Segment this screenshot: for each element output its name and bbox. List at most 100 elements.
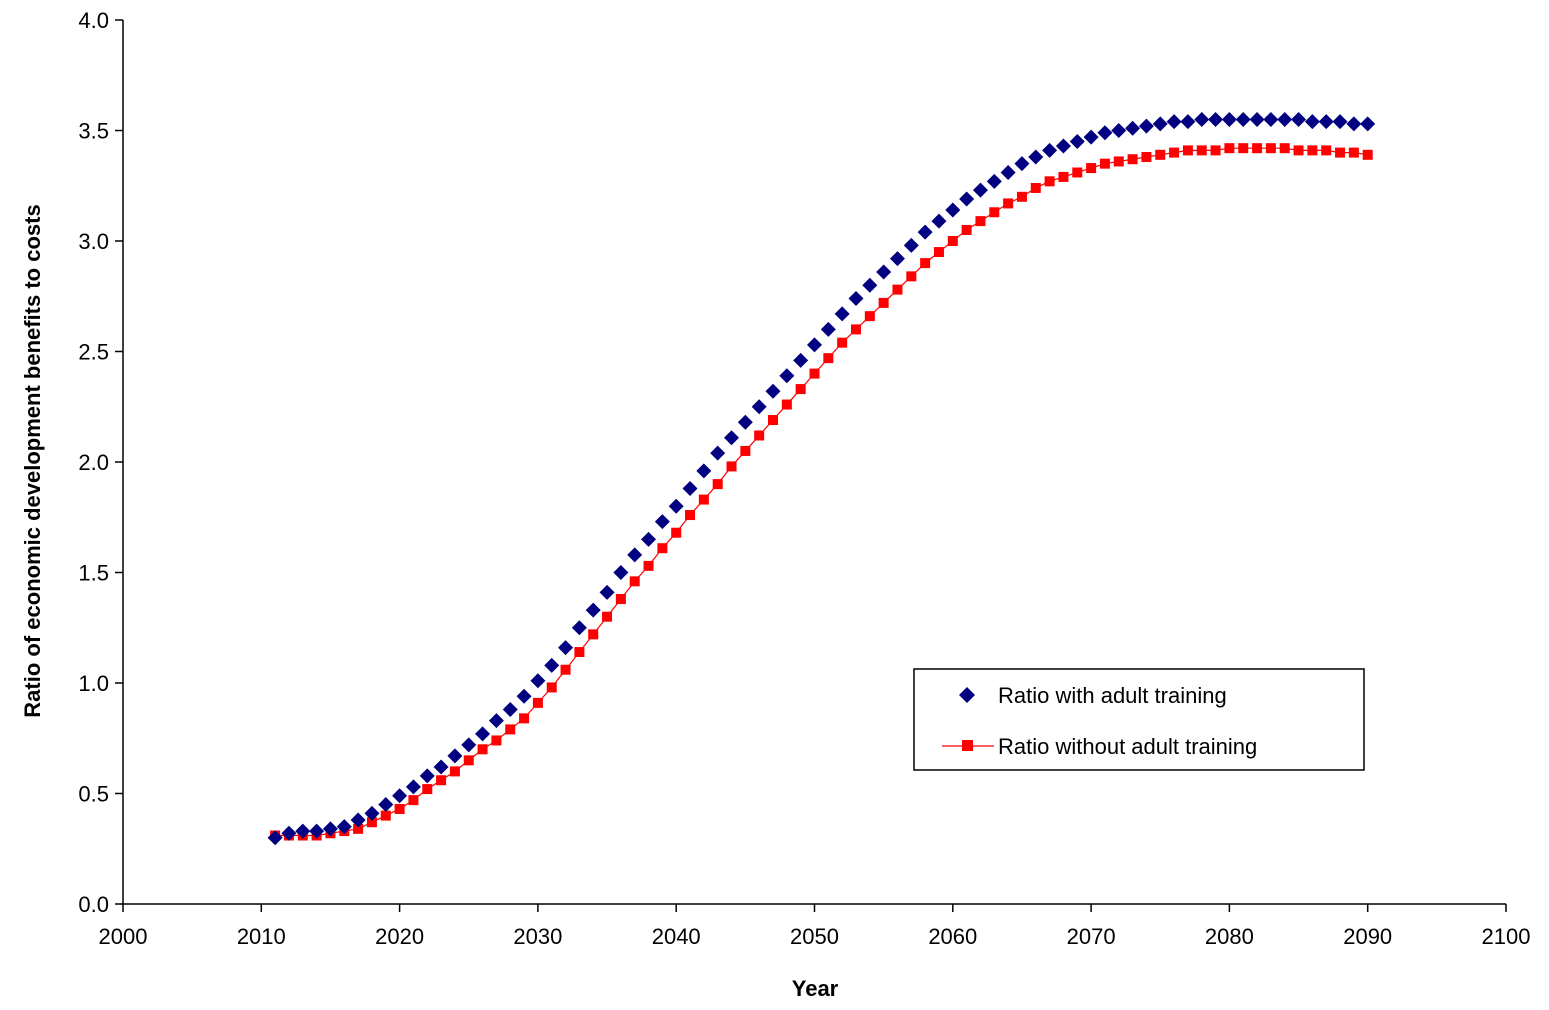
data-point	[864, 311, 875, 322]
data-point	[1042, 142, 1058, 158]
data-point	[1293, 145, 1304, 156]
data-point	[933, 247, 944, 258]
data-point	[1141, 152, 1152, 163]
y-tick-label: 0.0	[78, 892, 109, 917]
data-point	[1291, 111, 1307, 127]
data-point	[1155, 149, 1166, 160]
data-point	[588, 629, 599, 640]
data-point	[1014, 156, 1030, 172]
data-point	[502, 702, 518, 718]
data-point	[1072, 167, 1083, 178]
data-point	[947, 236, 958, 246]
legend-box	[913, 668, 1365, 771]
data-point	[546, 682, 557, 693]
x-tick-label: 2010	[237, 924, 286, 949]
data-point	[876, 264, 892, 280]
data-point	[1166, 114, 1182, 130]
y-tick-label: 2.5	[78, 340, 109, 365]
data-point	[1111, 123, 1127, 138]
data-point	[807, 337, 822, 353]
data-point	[1016, 191, 1027, 202]
y-tick-label: 0.5	[78, 782, 109, 807]
axes: 2000 2010 2020 2030 2040 2050 2060 2070 2080 2090…	[78, 8, 1530, 949]
data-point	[1194, 111, 1210, 127]
data-point	[726, 461, 737, 472]
data-point	[892, 284, 903, 295]
data-point	[309, 823, 325, 839]
data-point	[1000, 164, 1016, 180]
data-point	[408, 795, 419, 806]
data-point	[975, 216, 986, 227]
data-point	[475, 726, 491, 742]
data-point	[1307, 145, 1318, 156]
data-point	[1044, 176, 1055, 187]
data-point	[1235, 111, 1251, 127]
data-point	[1318, 114, 1334, 130]
data-point	[793, 352, 809, 368]
data-point	[394, 803, 405, 814]
data-point	[1180, 114, 1196, 130]
data-point	[602, 611, 613, 622]
data-point	[1321, 145, 1332, 156]
data-point	[1099, 158, 1110, 169]
data-point	[809, 368, 820, 379]
data-point	[1138, 118, 1154, 134]
data-point	[613, 565, 629, 580]
data-point	[615, 594, 626, 605]
data-point	[1221, 111, 1237, 127]
data-point	[516, 688, 532, 704]
legend-marker-diamond	[959, 687, 975, 703]
series-layer	[267, 111, 1376, 846]
x-tick-label: 2070	[1067, 924, 1116, 949]
data-point	[751, 399, 767, 415]
data-point	[668, 498, 684, 514]
data-point	[961, 224, 972, 235]
data-point	[1113, 156, 1124, 167]
data-point	[1346, 116, 1362, 132]
x-tick-label: 2080	[1205, 924, 1254, 949]
data-point	[1210, 145, 1221, 156]
x-tick-label: 2020	[375, 924, 424, 949]
data-point	[1069, 134, 1085, 150]
data-point	[671, 527, 682, 538]
data-point	[696, 463, 712, 479]
data-point	[1362, 149, 1373, 160]
data-point	[1265, 143, 1276, 154]
data-point	[931, 213, 947, 229]
data-point	[724, 430, 740, 446]
data-point	[1169, 147, 1180, 158]
data-point	[461, 737, 477, 753]
data-point	[754, 430, 765, 441]
data-point	[585, 602, 601, 618]
data-point	[685, 510, 696, 521]
data-point	[1332, 114, 1348, 130]
data-point	[463, 755, 474, 766]
data-point	[1224, 143, 1235, 154]
data-point	[433, 759, 449, 775]
legend-label-without-training: Ratio without adult training	[998, 734, 1257, 759]
data-point	[682, 481, 698, 497]
data-point	[281, 825, 297, 841]
data-point	[267, 830, 283, 846]
x-tick-label: 2100	[1482, 924, 1531, 949]
data-point	[737, 414, 753, 430]
data-point	[820, 321, 836, 337]
y-tick-label: 1.5	[78, 561, 109, 586]
data-point	[1335, 147, 1346, 158]
data-point	[378, 797, 394, 813]
data-point	[405, 779, 421, 795]
y-tick-label: 1.0	[78, 671, 109, 696]
x-tick-label: 2090	[1343, 924, 1392, 949]
data-point	[295, 823, 311, 839]
data-point	[823, 353, 834, 364]
data-point	[917, 224, 933, 240]
data-point	[627, 547, 643, 563]
data-point	[1003, 198, 1014, 209]
data-point	[392, 788, 408, 804]
data-point	[1097, 125, 1113, 141]
data-point	[530, 673, 546, 689]
data-point	[505, 724, 516, 735]
data-point	[1086, 163, 1097, 174]
data-point	[878, 297, 889, 308]
